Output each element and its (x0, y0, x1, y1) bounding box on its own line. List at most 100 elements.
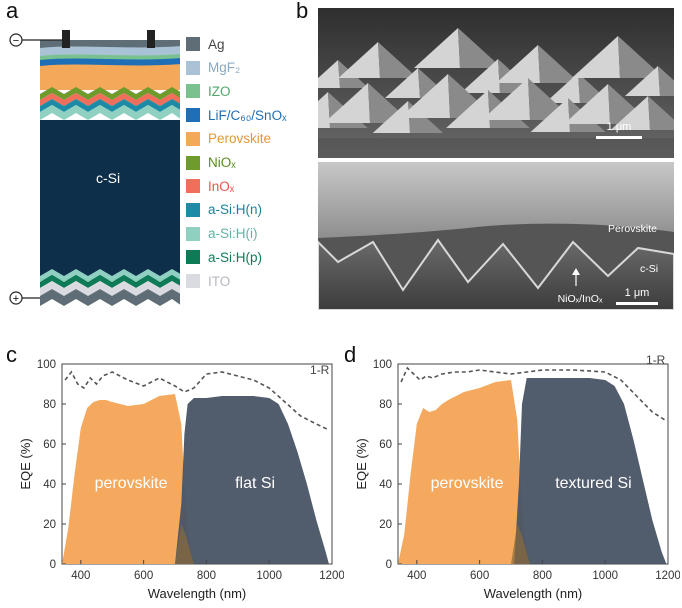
legend-label: LiF/C₆₀/SnOₓ (208, 107, 287, 123)
minus-terminal-label: − (13, 35, 19, 47)
c-si-bulk (40, 120, 180, 280)
legend-swatch (186, 226, 200, 241)
x-tick-label: 600 (134, 570, 153, 582)
y-tick-label: 0 (50, 559, 56, 571)
sem-bottom-cross-section: Perovskite c-Si NiOₓ/InOₓ 1 μm (318, 162, 674, 310)
series-label: perovskite (95, 475, 168, 492)
y-tick-label: 40 (43, 479, 56, 491)
y-tick-label: 40 (379, 479, 392, 491)
layer-ag-bottom (40, 289, 180, 306)
y-tick-label: 20 (379, 519, 392, 531)
legend-item: Perovskite (186, 129, 271, 149)
legend-label: a-Si:H(p) (208, 249, 263, 265)
reflectance-label: 1-R (310, 363, 330, 377)
layer-a-si-i-bottom (40, 269, 180, 282)
legend-item: a-Si:H(i) (186, 224, 258, 244)
perovskite-label: Perovskite (608, 223, 657, 235)
legend-swatch (186, 155, 200, 170)
c-si-label: c-Si (640, 263, 658, 275)
y-axis-label: EQE (%) (18, 438, 33, 489)
legend-label: a-Si:H(n) (208, 202, 263, 218)
bulk-c-si-label: c-Si (96, 170, 120, 186)
layer-perovskite (40, 64, 180, 90)
minus-terminal-icon (9, 33, 23, 47)
legend-item: a-Si:H(n) (186, 200, 262, 220)
layer-ito (40, 281, 180, 296)
legend-swatch (186, 179, 200, 194)
x-tick-label: 800 (197, 570, 216, 582)
y-tick-label: 100 (37, 359, 56, 371)
scale-label-bottom: 1 μm (625, 287, 650, 299)
layer-ag (40, 40, 180, 48)
legend-swatch (186, 131, 200, 146)
legend-swatch (186, 60, 200, 75)
top-finger-left (62, 30, 70, 48)
x-tick-label: 1200 (655, 570, 680, 582)
legend-item: Ag (186, 34, 225, 54)
y-tick-label: 20 (43, 519, 56, 531)
device-stack-diagram: − + c-Si (9, 30, 180, 306)
sem-top-textured-surface: 1 μm (318, 8, 674, 158)
legend-item: ITO (186, 271, 230, 291)
x-tick-label: 1000 (592, 570, 618, 582)
legend-swatch (186, 250, 200, 265)
x-tick-label: 600 (470, 570, 489, 582)
reflectance-line (64, 370, 330, 431)
panel-label-c: c (6, 342, 17, 367)
legend-item: a-Si:H(p) (186, 247, 262, 267)
eqe-area-flat-Si (175, 396, 329, 564)
series-label: flat Si (235, 475, 275, 492)
layer-a-si-n (40, 99, 180, 112)
layer-niox (40, 87, 180, 100)
panel-label-b: b (296, 0, 309, 23)
legend-label: MgF₂ (208, 60, 241, 76)
eqe-area-perovskite (398, 380, 530, 564)
x-tick-label: 400 (71, 570, 90, 582)
plus-terminal-icon (9, 291, 23, 305)
legend-label: ITO (208, 273, 231, 289)
x-tick-label: 400 (407, 570, 426, 582)
scale-label-top: 1 μm (607, 121, 632, 133)
scale-bar-top (596, 136, 642, 139)
legend-label: NiOₓ (208, 155, 236, 170)
legend-swatch (186, 84, 200, 99)
legend-swatch (186, 202, 200, 217)
sem-images: 1 μm Perovskite c-Si NiOₓ/InOₓ 1 μm (318, 8, 674, 310)
panel-label-d: d (344, 342, 357, 367)
top-finger-right (147, 30, 155, 48)
legend-swatch (186, 274, 200, 288)
eqe-chart-flat: 1-R perovskite flat Si 400 600 800 1000 1200 0 20… (18, 359, 344, 601)
legend-label: Ag (208, 36, 225, 52)
series-label: textured Si (555, 475, 631, 492)
legend-label: a-Si:H(i) (208, 226, 258, 242)
plus-terminal-label: + (13, 293, 19, 305)
interface-label: NiOₓ/InOₓ (558, 293, 603, 305)
x-axis-label: Wavelength (nm) (148, 586, 247, 601)
layer-a-si-p (40, 275, 180, 288)
eqe-area-textured-Si (514, 378, 667, 564)
legend-item: MgF₂ (186, 58, 240, 78)
legend-item: NiOₓ (186, 153, 236, 173)
x-tick-label: 1200 (319, 570, 344, 582)
y-tick-label: 80 (379, 399, 392, 411)
overlap-region (175, 524, 194, 564)
legend-swatch (186, 37, 200, 51)
panel-label-a: a (6, 0, 19, 23)
legend-swatch (186, 108, 200, 123)
y-tick-label: 60 (43, 439, 56, 451)
interface-arrow-icon (572, 268, 580, 275)
legend-label: InOₓ (208, 178, 235, 194)
scale-bar-bottom (616, 302, 658, 305)
x-tick-label: 1000 (256, 570, 282, 582)
layer-inox (40, 93, 180, 106)
layer-a-si-i (40, 105, 180, 120)
x-tick-label: 800 (533, 570, 552, 582)
y-tick-label: 60 (379, 439, 392, 451)
textured-interface (318, 238, 674, 310)
legend-item: InOₓ (186, 176, 234, 196)
legend-item: LiF/C₆₀/SnOₓ (186, 105, 287, 125)
y-tick-label: 0 (386, 559, 392, 571)
y-tick-label: 100 (373, 359, 392, 371)
legend-label: Perovskite (208, 131, 272, 147)
